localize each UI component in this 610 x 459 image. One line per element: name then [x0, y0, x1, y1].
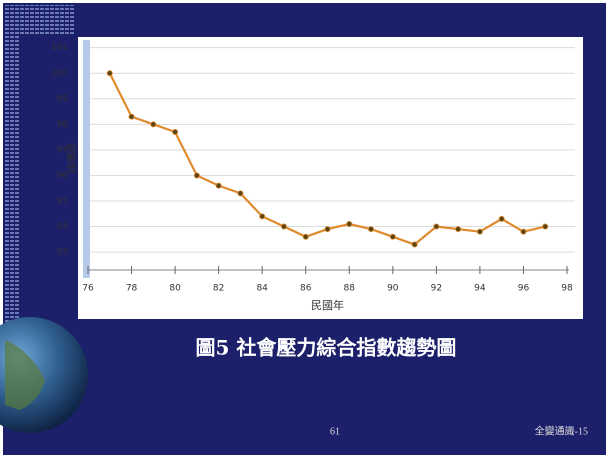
y-tick-label: 100 [51, 69, 68, 79]
x-tick-label: 78 [126, 284, 138, 294]
x-tick-label: 92 [431, 284, 442, 294]
x-tick-label: 82 [213, 284, 224, 294]
data-point [193, 172, 200, 179]
y-tick-label: 101 [51, 43, 68, 53]
x-tick-label: 80 [169, 284, 181, 294]
y-tick-label: 99 [57, 94, 69, 104]
y-tick-label: 96 [57, 171, 69, 181]
data-point [280, 223, 287, 230]
page-number: 61 [330, 426, 340, 437]
y-axis-label: 指數值 [64, 142, 76, 174]
x-tick-label: 96 [518, 284, 530, 294]
data-point [389, 233, 396, 240]
decoration [5, 5, 75, 35]
slide-title: 圖5 社會壓力綜合指數趨勢圖 [196, 336, 457, 360]
y-tick-label: 98 [57, 120, 69, 130]
y-tick-label: 95 [57, 197, 68, 207]
data-point [172, 128, 179, 135]
x-axis-label: 民國年 [311, 298, 344, 312]
data-point [520, 228, 527, 235]
x-tick-label: 94 [474, 284, 486, 294]
footer: 全變通識-15 [535, 424, 588, 437]
data-point [433, 223, 440, 230]
chart-panel [78, 37, 583, 319]
data-point [237, 190, 244, 197]
data-point [455, 226, 462, 233]
plot: 93 94 95 96 97 98 99 100 101 76 78 80 82 84 86 88 90 92 94… [51, 43, 575, 312]
y-tick-label: 94 [57, 222, 69, 232]
data-point [368, 226, 375, 233]
x-tick-label: 88 [344, 284, 356, 294]
x-tick-label: 76 [82, 284, 94, 294]
axis-bar [83, 40, 90, 278]
data-point [498, 215, 505, 222]
y-tick-label: 93 [57, 248, 68, 258]
x-tick-label: 84 [256, 284, 268, 294]
data-point [259, 213, 266, 220]
data-point [302, 233, 309, 240]
data-point [324, 226, 331, 233]
data-point [106, 70, 113, 77]
data-point [128, 113, 135, 120]
data-point [150, 121, 157, 128]
x-tick-label: 86 [300, 284, 312, 294]
data-point [346, 220, 353, 227]
data-point [542, 223, 549, 230]
x-tick-label: 98 [561, 284, 573, 294]
data-point [215, 182, 222, 189]
data-point [411, 241, 418, 248]
decoration [5, 35, 19, 335]
x-tick-label: 90 [387, 284, 399, 294]
y-tick-label: 97 [57, 145, 68, 155]
data-point [476, 228, 483, 235]
globe-land [5, 340, 45, 410]
